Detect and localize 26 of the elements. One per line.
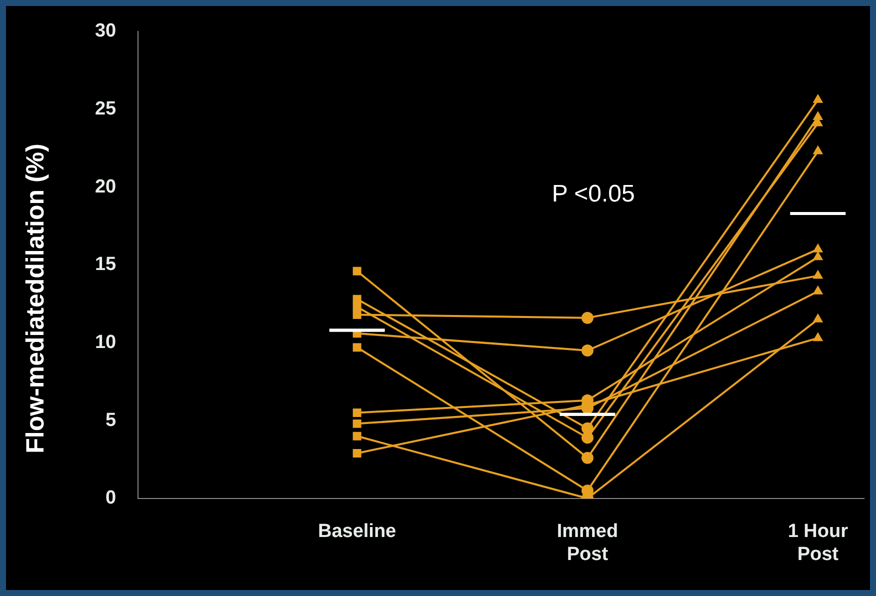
point (581, 452, 594, 464)
point (812, 145, 824, 154)
x-tick-label: Immed Post (556, 521, 618, 565)
y-tick-label: 30 (94, 20, 116, 42)
point (812, 94, 824, 103)
y-tick-label: 25 (94, 98, 117, 120)
point (812, 243, 824, 252)
x-tick-label: Baseline (318, 521, 396, 542)
y-axis-title: Flow-mediateddilation (%) (22, 143, 50, 453)
y-tick-label: 5 (106, 410, 117, 431)
annotation: P <0.05 (552, 180, 635, 208)
point (581, 312, 594, 324)
point (812, 313, 824, 322)
point (352, 432, 362, 440)
point (812, 251, 824, 260)
point (581, 422, 594, 434)
x-tick-label: 1 Hour Post (788, 521, 849, 565)
y-tick-label: 15 (94, 254, 117, 276)
point (812, 285, 824, 294)
point (812, 270, 824, 279)
point (581, 344, 594, 357)
point (812, 111, 824, 120)
y-tick-label: 0 (106, 488, 116, 509)
y-tick-label: 10 (94, 332, 116, 353)
y-tick-label: 20 (94, 176, 116, 198)
point (352, 449, 362, 458)
